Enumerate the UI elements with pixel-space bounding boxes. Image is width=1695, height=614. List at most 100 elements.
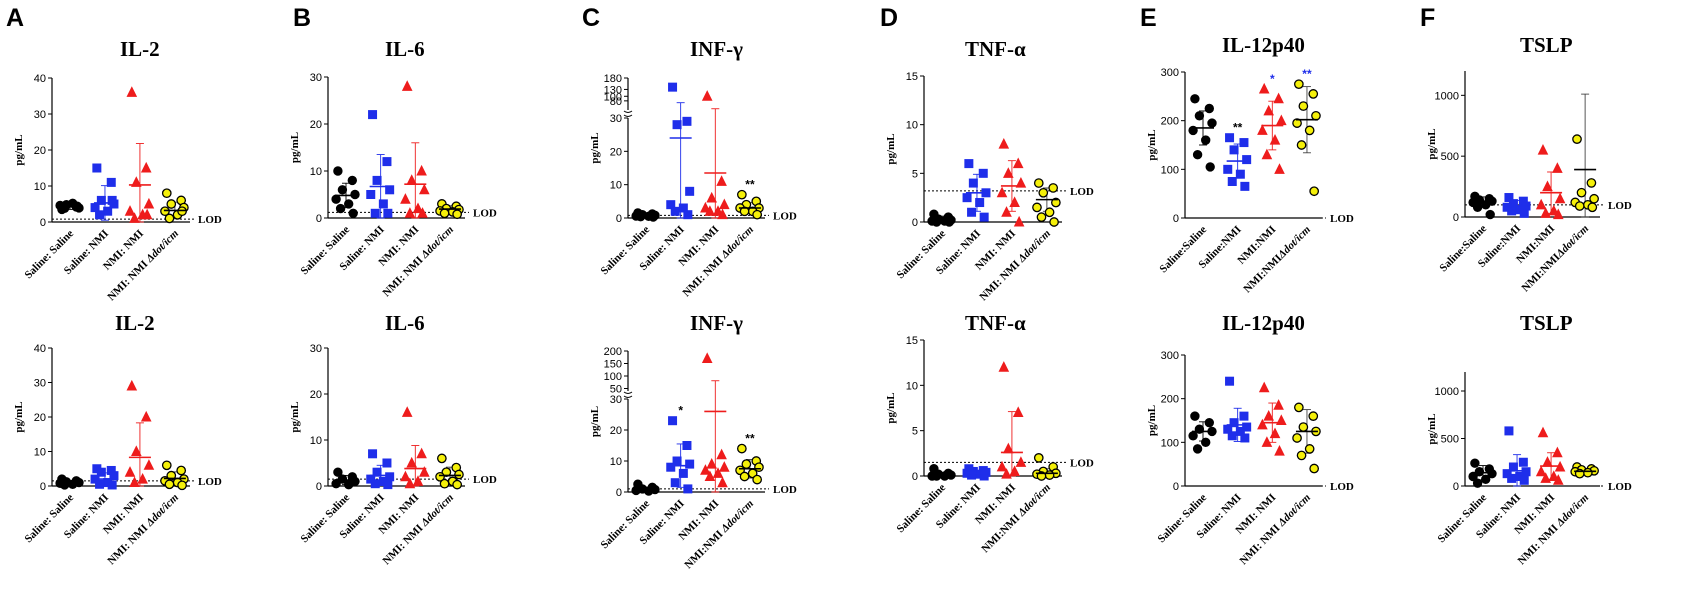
data-point	[1235, 169, 1245, 179]
y-tick-label: 10	[34, 447, 46, 459]
data-point	[107, 480, 117, 490]
data-point	[1274, 444, 1285, 456]
data-point	[1044, 207, 1055, 218]
data-point	[1309, 463, 1320, 474]
data-point	[1013, 215, 1025, 227]
data-point	[103, 206, 113, 216]
data-point	[1223, 164, 1233, 174]
data-point	[335, 203, 346, 214]
data-point	[141, 208, 153, 220]
chart-title: IL-6	[385, 311, 425, 335]
y-tick-label: 500	[1441, 151, 1459, 163]
lod-label: LOD	[773, 484, 797, 496]
y-tick-label: 100	[1161, 164, 1179, 176]
data-point	[350, 189, 360, 200]
panel-label-c: C	[582, 4, 600, 32]
category-label-part: Δdot/icm	[718, 223, 756, 261]
data-point	[975, 198, 985, 208]
data-point	[682, 441, 692, 450]
chart-title: TSLP	[1520, 33, 1573, 57]
series-blue	[366, 110, 395, 219]
series-red	[996, 138, 1027, 227]
chart-title: IL-2	[115, 311, 155, 335]
series-red	[996, 361, 1027, 479]
data-point	[1033, 453, 1044, 463]
y-tick-label: 0	[40, 481, 46, 493]
y-tick-label: 30	[310, 72, 322, 84]
series-blue	[1223, 133, 1252, 191]
data-point	[1485, 209, 1495, 220]
lod-label: LOD	[198, 214, 222, 226]
data-point	[717, 476, 728, 488]
data-point	[1308, 89, 1319, 99]
y-tick-label: 200	[1161, 394, 1179, 406]
y-tick-label: 30	[34, 378, 46, 390]
data-point	[968, 178, 978, 188]
data-point	[1015, 176, 1027, 188]
data-point	[416, 447, 427, 459]
series-red	[1535, 426, 1566, 485]
data-point	[1470, 458, 1480, 468]
data-point	[1263, 410, 1275, 421]
data-point	[1048, 183, 1059, 193]
data-point	[331, 194, 341, 204]
data-point	[454, 469, 464, 480]
data-point	[931, 217, 942, 227]
chart-title: IL-6	[385, 37, 425, 61]
y-tick-label: 20	[34, 412, 46, 424]
data-point	[1257, 124, 1268, 135]
data-point	[164, 479, 175, 490]
data-point	[1239, 411, 1249, 421]
data-point	[678, 468, 688, 478]
data-point	[1474, 467, 1485, 477]
data-point	[1554, 192, 1566, 204]
series-black	[927, 464, 956, 481]
data-point	[1033, 178, 1044, 188]
lod-label: LOD	[1608, 481, 1632, 493]
data-point	[1542, 180, 1553, 192]
chart-title: IL-12p40	[1222, 33, 1305, 57]
chart-title: TSLP	[1520, 311, 1573, 335]
data-point	[177, 480, 187, 491]
data-point	[666, 462, 676, 472]
data-point	[1044, 470, 1055, 480]
y-tick-label: 150	[604, 359, 622, 371]
data-point	[683, 210, 693, 220]
lod-label: LOD	[1070, 186, 1094, 198]
data-point	[1261, 436, 1273, 447]
y-axis-label: pg/mL	[1426, 128, 1438, 159]
data-point	[337, 474, 348, 484]
data-point	[1239, 138, 1249, 148]
data-point	[1537, 426, 1549, 438]
data-point	[1481, 474, 1491, 485]
data-point	[1518, 457, 1528, 467]
series-black	[927, 209, 956, 227]
data-point	[672, 120, 682, 130]
series-black	[1188, 94, 1217, 172]
data-point	[967, 470, 977, 480]
data-point	[441, 467, 452, 478]
data-point	[967, 207, 977, 217]
data-point	[996, 186, 1008, 198]
data-point	[1192, 150, 1203, 160]
data-point	[1552, 162, 1563, 173]
data-point	[1548, 470, 1560, 481]
y-tick-label: 30	[610, 394, 622, 406]
y-tick-label: 15	[906, 71, 918, 83]
axis-break-mark	[623, 110, 633, 117]
data-point	[368, 449, 378, 459]
category-label-part: Δdot/icm	[1015, 481, 1053, 519]
data-point	[670, 478, 680, 488]
series-red	[124, 379, 155, 488]
data-point	[1304, 125, 1315, 136]
data-point	[124, 466, 136, 477]
data-point	[418, 183, 430, 195]
data-point	[161, 188, 172, 199]
data-point	[382, 458, 392, 468]
data-point	[1535, 198, 1547, 210]
y-tick-label: 10	[906, 380, 918, 392]
data-point	[1294, 79, 1304, 90]
series-blue	[962, 159, 991, 222]
